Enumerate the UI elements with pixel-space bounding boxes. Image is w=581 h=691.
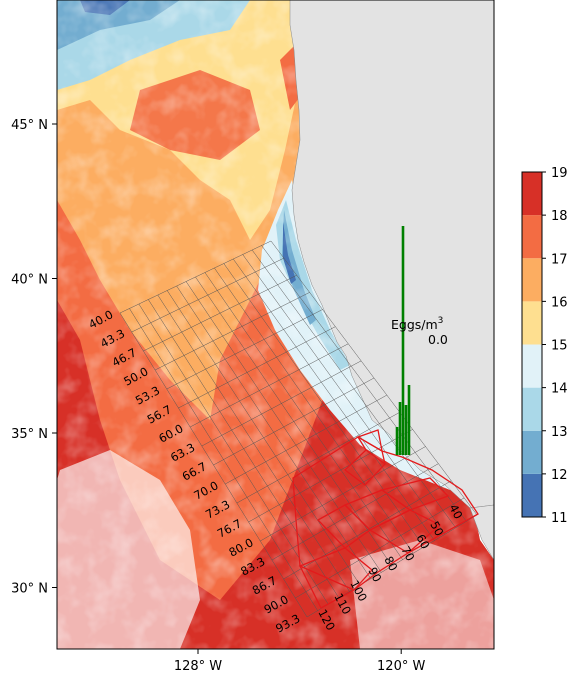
colorbar-tick-label: 17 — [551, 252, 568, 267]
colorbar-tick-label: 14 — [551, 382, 568, 397]
colorbar-tick-label: 18 — [551, 209, 568, 224]
southern-california-region-outline — [292, 429, 479, 609]
colorbar-tick-label: 12 — [551, 468, 568, 483]
lat-tick-label: 45° N — [11, 118, 48, 133]
region-polygon — [292, 436, 479, 609]
region-polygon — [357, 436, 367, 451]
grid-line — [185, 281, 382, 573]
colorbar-bin — [522, 344, 542, 388]
egg-unit-label: Eggs/m3 — [391, 316, 443, 332]
colorbar-bin — [522, 387, 542, 431]
lon-tick-label: 120° W — [377, 659, 425, 674]
survey-station-label: 60 — [413, 532, 432, 551]
grid-line — [251, 249, 456, 528]
lat-tick-label: 30° N — [11, 582, 48, 597]
colorbar-tick-label: 15 — [551, 339, 568, 354]
egg-value-label: 0.0 — [428, 332, 448, 347]
survey-station-label: 90 — [365, 565, 384, 584]
region-polygon — [356, 429, 383, 453]
colorbar-tick-label: 16 — [551, 295, 568, 310]
grid-line — [214, 267, 414, 554]
colorbar-bin — [522, 430, 542, 474]
grid-line — [157, 294, 350, 592]
grid-line — [129, 308, 318, 611]
grid-line — [233, 258, 435, 541]
survey-station-label: 50 — [427, 519, 446, 538]
region-polygon — [343, 449, 386, 486]
colorbar-tick-label: 19 — [551, 166, 568, 181]
latitude-axis: 45° N 40° N 35° N 30° N — [11, 118, 57, 597]
survey-station-label: 70 — [398, 544, 417, 563]
grid-line — [138, 303, 329, 605]
grid-line — [195, 276, 393, 567]
grid-line — [242, 254, 446, 535]
survey-station-label: 80 — [381, 554, 400, 573]
region-polygon — [380, 477, 450, 511]
grid-line — [204, 272, 403, 560]
sst-field — [57, 0, 494, 649]
lat-tick-label: 40° N — [11, 273, 48, 288]
grid-line — [119, 312, 308, 618]
grid-line — [270, 240, 478, 516]
grid-line — [223, 263, 425, 548]
grid-line — [176, 285, 371, 579]
lon-tick-label: 128° W — [174, 659, 222, 674]
colorbar-tick-label: 11 — [551, 511, 568, 526]
map-frame — [56, 0, 495, 650]
region-polygon — [298, 547, 373, 591]
temperature-colorbar: 11 12 13 14 15 16 17 18 19 — [521, 166, 568, 526]
colorbar-tick-label: 13 — [551, 425, 568, 440]
grid-line — [261, 245, 467, 522]
egg-density-bars — [395, 226, 411, 455]
colorbar-bin — [522, 258, 542, 302]
region-polygon — [368, 509, 442, 554]
colorbar-bin — [522, 215, 542, 259]
colorbar-bin — [522, 473, 542, 517]
colorbar-bin — [522, 301, 542, 345]
region-polygon — [381, 450, 386, 465]
lat-tick-label: 35° N — [11, 427, 48, 442]
grid-line — [166, 290, 361, 586]
survey-station-label: 40 — [446, 502, 465, 521]
colorbar-bin — [522, 172, 542, 216]
grid-line — [148, 299, 340, 599]
longitude-axis: 128° W 120° W — [174, 649, 425, 674]
